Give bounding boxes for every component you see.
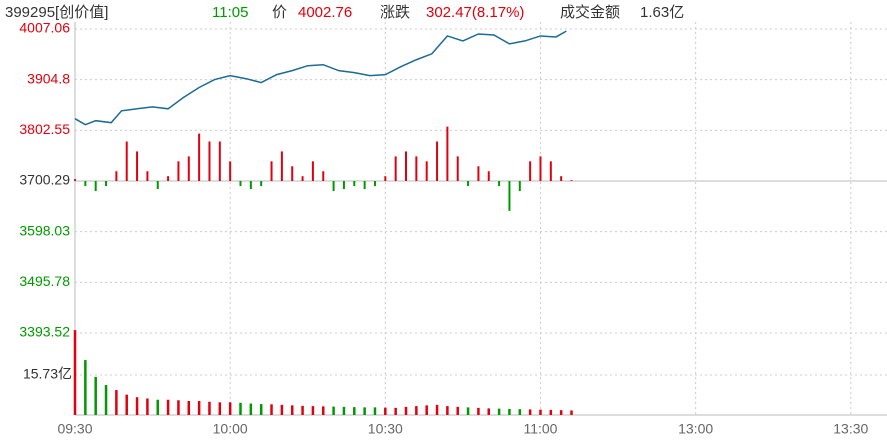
- y-tick-label: 4007.06: [19, 20, 70, 36]
- price-line: [74, 30, 567, 126]
- y-tick-label: 3802.55: [19, 121, 70, 137]
- y-tick-label: 3393.52: [19, 324, 70, 340]
- change-label: 涨跌: [380, 4, 410, 21]
- y-tick-label: 3495.78: [19, 273, 70, 289]
- code: 399295[创价值]: [5, 4, 108, 21]
- change: 302.47(8.17%): [426, 4, 524, 21]
- x-tick-label: 13:30: [833, 421, 868, 437]
- time: 11:05: [212, 4, 248, 21]
- price-label: 价: [272, 4, 287, 21]
- price: 4002.76: [298, 4, 352, 21]
- y-tick-label: 3598.03: [19, 222, 70, 238]
- x-tick-label: 11:00: [523, 421, 557, 437]
- x-tick-label: 09:30: [57, 421, 92, 437]
- y-tick-label: 3904.8: [27, 70, 70, 86]
- volume-tick-label: 15.73亿: [23, 366, 72, 382]
- amount-label: 成交金额: [560, 3, 620, 21]
- x-tick-label: 13:00: [678, 421, 713, 437]
- y-tick-label: 3700.29: [19, 172, 70, 188]
- x-tick-label: 10:00: [213, 421, 248, 437]
- amount: 1.63亿: [640, 4, 684, 21]
- x-tick-label: 10:30: [368, 421, 403, 437]
